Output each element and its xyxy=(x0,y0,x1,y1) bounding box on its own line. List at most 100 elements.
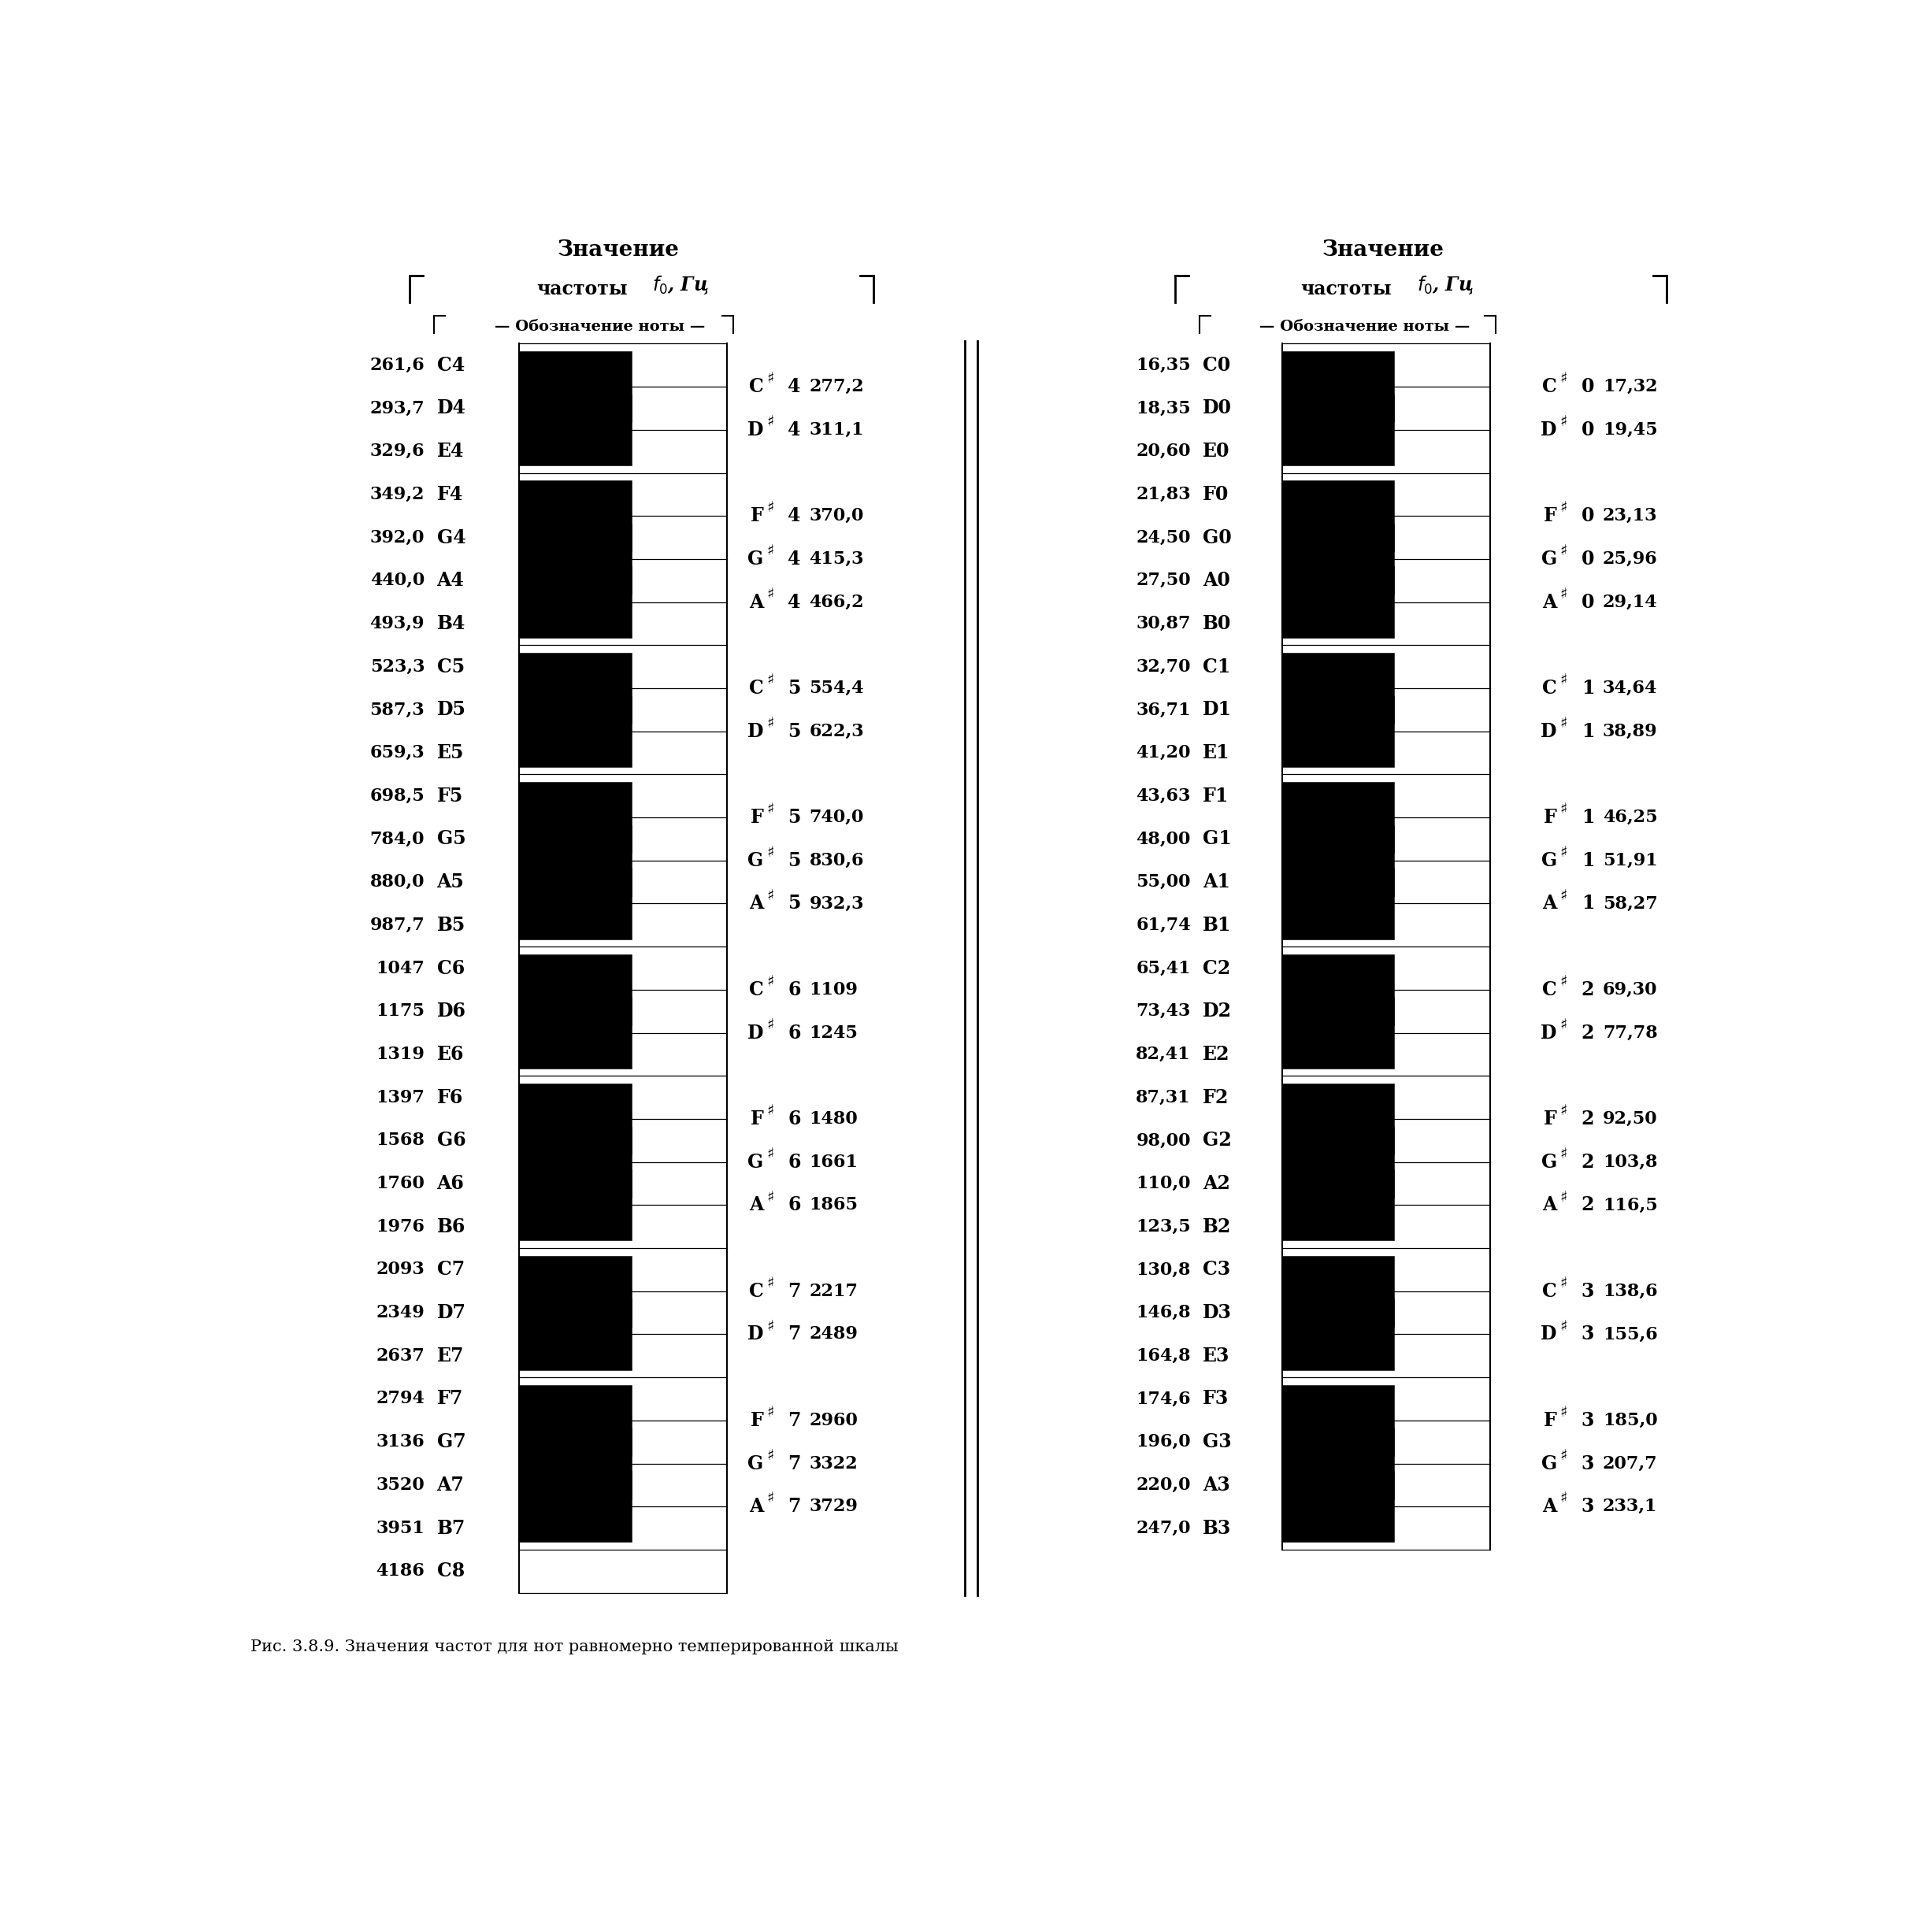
Text: 207,7: 207,7 xyxy=(1604,1455,1658,1472)
Bar xyxy=(1283,954,1395,1025)
Text: 440,0: 440,0 xyxy=(371,572,425,589)
Text: D: D xyxy=(748,1023,763,1042)
Text: 1480: 1480 xyxy=(810,1111,858,1128)
Text: D: D xyxy=(748,722,763,741)
Text: G: G xyxy=(748,850,763,869)
Text: 7: 7 xyxy=(788,1324,800,1343)
Text: A1: A1 xyxy=(1204,873,1231,892)
Text: 659,3: 659,3 xyxy=(369,745,425,762)
Text: F: F xyxy=(750,1410,763,1430)
Text: 7: 7 xyxy=(788,1282,800,1301)
Text: 392,0: 392,0 xyxy=(369,530,425,547)
Text: ♯: ♯ xyxy=(767,1190,775,1205)
Text: 174,6: 174,6 xyxy=(1136,1389,1190,1407)
Text: 4: 4 xyxy=(788,420,800,439)
Text: ♯: ♯ xyxy=(767,545,775,558)
Bar xyxy=(520,393,632,464)
Text: 3729: 3729 xyxy=(810,1499,858,1516)
Text: ♯: ♯ xyxy=(767,888,775,904)
Text: E3: E3 xyxy=(1204,1347,1231,1364)
Text: 43,63: 43,63 xyxy=(1136,787,1190,804)
Bar xyxy=(520,825,632,896)
Text: G: G xyxy=(748,1455,763,1474)
Text: F: F xyxy=(1544,507,1557,526)
Text: — Обозначение ноты —: — Обозначение ноты — xyxy=(495,320,705,334)
Text: D5: D5 xyxy=(437,700,466,720)
Text: ♯: ♯ xyxy=(1559,716,1567,731)
Text: ♯: ♯ xyxy=(767,802,775,817)
Text: C2: C2 xyxy=(1204,960,1231,977)
Text: D1: D1 xyxy=(1204,700,1233,720)
Bar xyxy=(520,1472,632,1543)
Text: 69,30: 69,30 xyxy=(1604,981,1658,998)
Text: ♯: ♯ xyxy=(1559,674,1567,687)
Text: C1: C1 xyxy=(1204,656,1231,675)
Text: 30,87: 30,87 xyxy=(1136,614,1190,631)
Bar xyxy=(1283,1428,1395,1499)
Text: F2: F2 xyxy=(1204,1088,1229,1107)
Text: 25,96: 25,96 xyxy=(1604,551,1658,568)
Text: 987,7: 987,7 xyxy=(369,917,425,935)
Text: 784,0: 784,0 xyxy=(369,831,425,848)
Text: ♯: ♯ xyxy=(767,1103,775,1119)
Text: 2: 2 xyxy=(1580,1109,1594,1128)
Text: F: F xyxy=(1544,808,1557,827)
Text: ♯: ♯ xyxy=(1559,802,1567,817)
Text: 1: 1 xyxy=(1580,679,1594,699)
Text: C: C xyxy=(1542,378,1557,395)
Text: 19,45: 19,45 xyxy=(1604,420,1658,438)
Bar xyxy=(520,1084,632,1155)
Text: 7: 7 xyxy=(788,1455,800,1474)
Bar xyxy=(1283,524,1395,595)
Text: ♯: ♯ xyxy=(1559,1148,1567,1161)
Text: 466,2: 466,2 xyxy=(810,593,864,610)
Text: F: F xyxy=(750,507,763,526)
Text: ♯: ♯ xyxy=(1559,501,1567,516)
Text: 2349: 2349 xyxy=(377,1305,425,1322)
Text: G5: G5 xyxy=(437,829,466,848)
Text: 329,6: 329,6 xyxy=(369,443,425,461)
Text: 740,0: 740,0 xyxy=(810,808,864,825)
Bar xyxy=(520,867,632,938)
Text: 32,70: 32,70 xyxy=(1136,658,1190,675)
Text: 110,0: 110,0 xyxy=(1136,1174,1190,1192)
Text: C0: C0 xyxy=(1204,355,1231,374)
Text: 5: 5 xyxy=(788,850,800,869)
Text: 138,6: 138,6 xyxy=(1604,1282,1658,1299)
Text: 2: 2 xyxy=(1580,1153,1594,1171)
Text: ♯: ♯ xyxy=(1559,545,1567,558)
Text: 523,3: 523,3 xyxy=(369,658,425,675)
Bar xyxy=(1283,1084,1395,1155)
Text: C: C xyxy=(748,1282,763,1301)
Text: 1: 1 xyxy=(1580,894,1594,913)
Text: 277,2: 277,2 xyxy=(810,378,864,395)
Text: B6: B6 xyxy=(437,1217,466,1236)
Text: A: A xyxy=(750,894,763,913)
Text: 293,7: 293,7 xyxy=(369,399,425,416)
Text: 3520: 3520 xyxy=(377,1476,425,1493)
Bar xyxy=(520,781,632,852)
Text: ♯: ♯ xyxy=(767,415,775,430)
Text: ♯: ♯ xyxy=(1559,372,1567,386)
Text: 5: 5 xyxy=(788,894,800,913)
Text: ♯: ♯ xyxy=(767,372,775,386)
Text: 493,9: 493,9 xyxy=(369,614,425,631)
Text: 1568: 1568 xyxy=(377,1132,425,1149)
Text: 2: 2 xyxy=(1580,1023,1594,1042)
Text: частоты: частоты xyxy=(1300,280,1391,299)
Text: C: C xyxy=(748,679,763,699)
Text: 58,27: 58,27 xyxy=(1604,894,1658,912)
Text: B0: B0 xyxy=(1204,614,1231,633)
Text: G3: G3 xyxy=(1204,1432,1233,1451)
Text: 1319: 1319 xyxy=(377,1046,425,1063)
Text: 146,8: 146,8 xyxy=(1136,1305,1190,1322)
Text: 1397: 1397 xyxy=(377,1088,425,1105)
Text: — Обозначение ноты —: — Обозначение ноты — xyxy=(1260,320,1470,334)
Text: F: F xyxy=(1544,1410,1557,1430)
Text: 41,20: 41,20 xyxy=(1136,745,1190,762)
Text: A: A xyxy=(1542,1497,1557,1516)
Text: F6: F6 xyxy=(437,1088,464,1107)
Bar xyxy=(1283,1386,1395,1457)
Text: A: A xyxy=(1542,1196,1557,1215)
Text: 5: 5 xyxy=(788,679,800,699)
